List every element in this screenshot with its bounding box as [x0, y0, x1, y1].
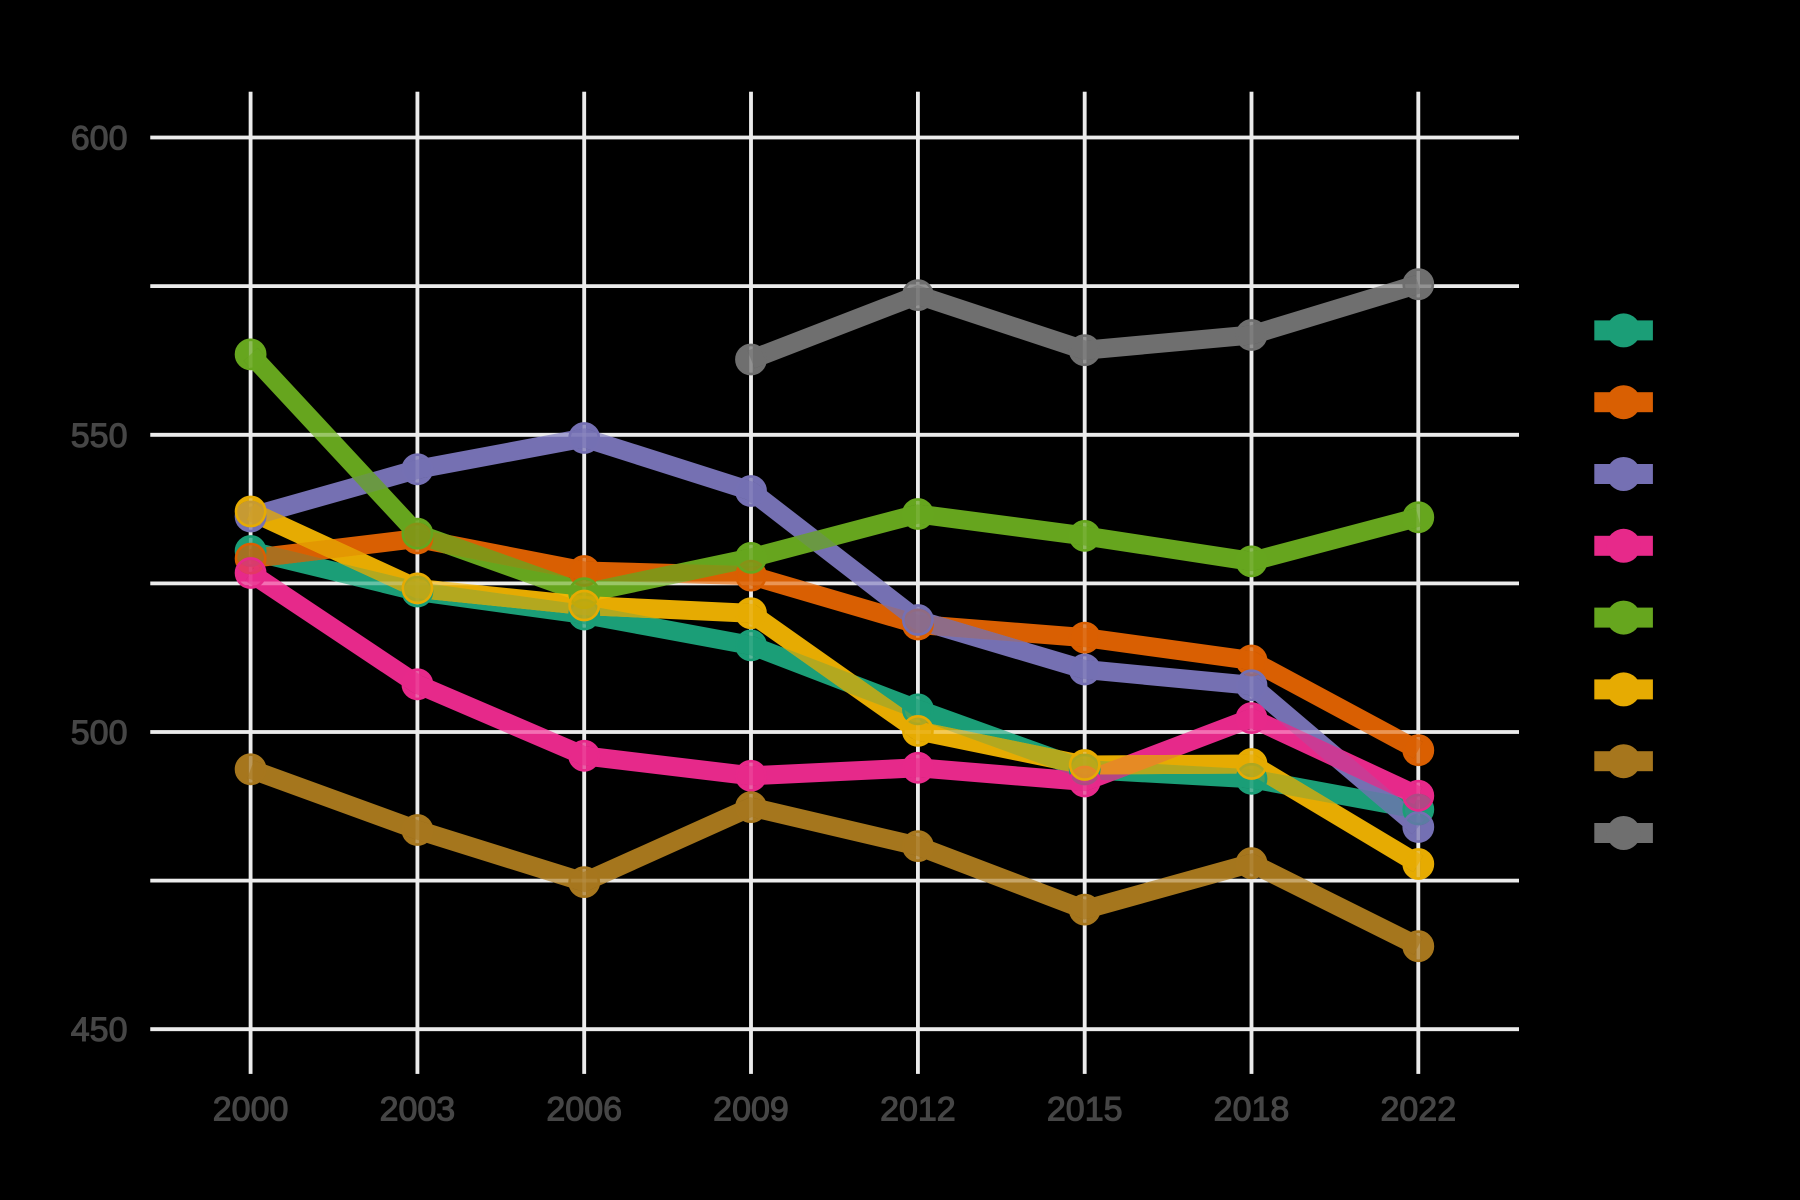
svg-text:2000: 2000 — [213, 1090, 289, 1128]
svg-text:2015: 2015 — [1047, 1090, 1123, 1128]
svg-text:2003: 2003 — [380, 1090, 456, 1128]
svg-text:450: 450 — [71, 1011, 128, 1049]
svg-text:600: 600 — [71, 120, 128, 158]
svg-text:500: 500 — [71, 714, 128, 752]
svg-text:2006: 2006 — [546, 1090, 622, 1128]
svg-text:2012: 2012 — [880, 1090, 956, 1128]
svg-text:550: 550 — [71, 417, 128, 455]
svg-text:2022: 2022 — [1380, 1090, 1456, 1128]
svg-text:2009: 2009 — [713, 1090, 789, 1128]
svg-text:2018: 2018 — [1214, 1090, 1290, 1128]
